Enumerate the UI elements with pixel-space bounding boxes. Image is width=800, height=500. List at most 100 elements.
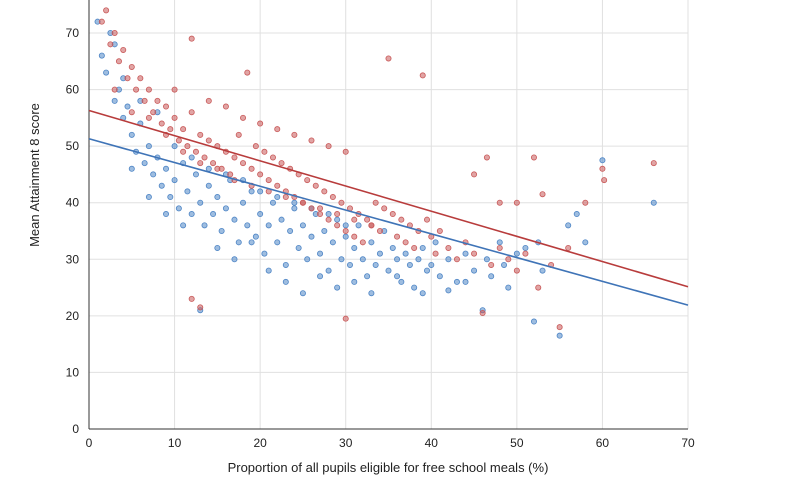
red-data-point	[342, 315, 349, 322]
red-data-point	[180, 148, 187, 155]
red-data-point	[381, 205, 388, 212]
blue-data-point	[573, 211, 580, 218]
blue-data-point	[415, 256, 422, 263]
blue-data-point	[432, 239, 439, 246]
blue-trendline	[88, 138, 689, 306]
blue-data-point	[539, 267, 546, 274]
x-tick-label: 10	[168, 436, 182, 450]
red-data-point	[235, 131, 242, 138]
red-data-point	[308, 205, 315, 212]
red-data-point	[201, 154, 208, 161]
y-tick-label: 10	[66, 365, 80, 379]
x-axis-title: Proportion of all pupils eligible for fr…	[228, 460, 549, 475]
y-tick-label: 70	[66, 26, 80, 40]
blue-data-point	[334, 284, 341, 291]
red-data-point	[103, 7, 110, 14]
blue-data-point	[218, 227, 225, 234]
red-data-point	[188, 295, 195, 302]
red-data-point	[145, 86, 152, 93]
red-data-point	[488, 261, 495, 268]
red-data-point	[317, 211, 324, 218]
red-data-point	[556, 324, 563, 331]
x-tick-label: 30	[339, 436, 353, 450]
y-axis-title: Mean Attainment 8 score	[27, 103, 42, 247]
blue-data-point	[419, 244, 426, 251]
red-data-point	[175, 137, 182, 144]
red-data-point	[240, 114, 247, 121]
red-data-point	[650, 160, 657, 167]
blue-data-point	[299, 222, 306, 229]
blue-data-point	[244, 222, 251, 229]
blue-data-point	[231, 256, 238, 263]
y-tick-label: 0	[72, 422, 79, 436]
red-data-point	[291, 131, 298, 138]
red-data-point	[184, 143, 191, 150]
blue-data-point	[287, 227, 294, 234]
red-data-point	[188, 35, 195, 42]
blue-data-point	[402, 250, 409, 257]
blue-data-point	[180, 222, 187, 229]
blue-data-point	[188, 211, 195, 218]
blue-data-point	[419, 290, 426, 297]
red-data-point	[522, 250, 529, 257]
blue-data-point	[274, 194, 281, 201]
red-data-point	[479, 310, 486, 317]
red-data-point	[334, 211, 341, 218]
red-data-point	[445, 244, 452, 251]
red-data-point	[141, 97, 148, 104]
blue-data-point	[462, 250, 469, 257]
blue-data-point	[205, 182, 212, 189]
blue-data-point	[565, 222, 572, 229]
blue-data-point	[163, 165, 170, 172]
red-data-point	[419, 72, 426, 79]
red-data-point	[364, 216, 371, 223]
red-data-point	[402, 239, 409, 246]
red-data-point	[133, 86, 140, 93]
blue-data-point	[111, 97, 118, 104]
red-data-point	[128, 63, 135, 70]
data-points	[94, 7, 657, 339]
red-data-point	[599, 165, 606, 172]
red-data-point	[115, 58, 122, 65]
blue-data-point	[175, 205, 182, 212]
x-tick-label: 40	[425, 436, 439, 450]
blue-data-point	[346, 261, 353, 268]
red-trendline	[88, 109, 689, 288]
red-data-point	[299, 199, 306, 206]
blue-data-point	[364, 273, 371, 280]
blue-data-point	[248, 188, 255, 195]
red-data-point	[257, 171, 264, 178]
red-data-point	[274, 126, 281, 133]
red-data-point	[376, 227, 383, 234]
blue-data-point	[278, 216, 285, 223]
y-tick-label: 30	[66, 252, 80, 266]
blue-data-point	[368, 239, 375, 246]
blue-data-point	[124, 103, 131, 110]
blue-data-point	[291, 205, 298, 212]
red-data-point	[325, 216, 332, 223]
blue-data-point	[261, 250, 268, 257]
blue-data-point	[351, 244, 358, 251]
blue-data-point	[462, 278, 469, 285]
blue-data-point	[342, 233, 349, 240]
blue-data-point	[376, 250, 383, 257]
blue-data-point	[145, 143, 152, 150]
blue-data-point	[317, 250, 324, 257]
blue-data-point	[359, 256, 366, 263]
red-data-point	[269, 154, 276, 161]
blue-data-point	[222, 205, 229, 212]
red-data-point	[227, 171, 234, 178]
blue-data-point	[342, 222, 349, 229]
blue-data-point	[163, 211, 170, 218]
red-data-point	[325, 143, 332, 150]
blue-data-point	[329, 239, 336, 246]
red-data-point	[154, 97, 161, 104]
red-data-point	[205, 137, 212, 144]
blue-data-point	[513, 250, 520, 257]
red-data-point	[389, 211, 396, 218]
red-data-point	[188, 109, 195, 116]
y-tick-label: 20	[66, 309, 80, 323]
blue-data-point	[128, 131, 135, 138]
blue-data-point	[325, 267, 332, 274]
